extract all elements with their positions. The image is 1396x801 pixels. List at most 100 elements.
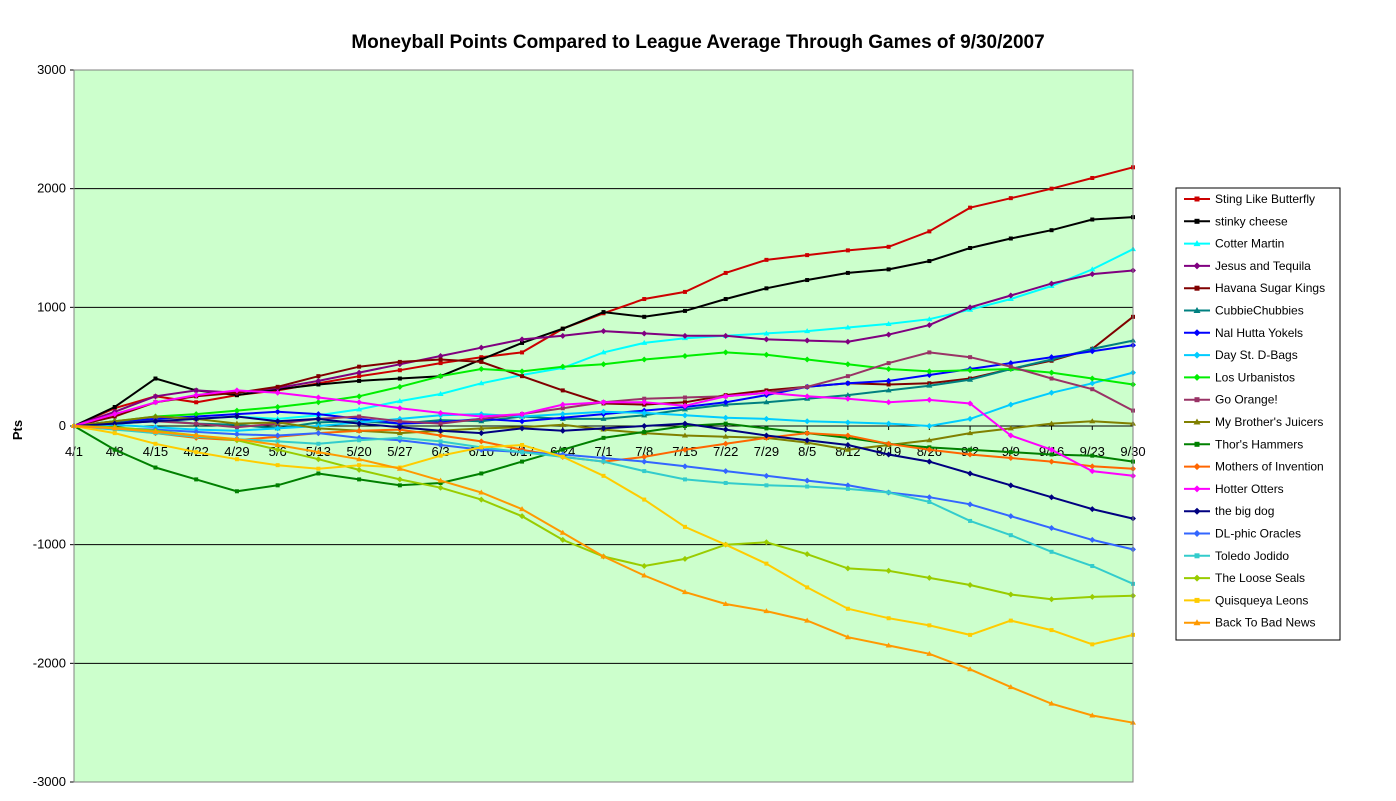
data-point — [478, 413, 485, 420]
series-group — [71, 387, 1136, 479]
data-point — [152, 428, 159, 434]
data-point — [722, 440, 729, 447]
data-point — [234, 425, 239, 430]
data-point — [926, 368, 933, 375]
data-point — [886, 490, 891, 495]
data-point — [1089, 468, 1096, 475]
data-point — [274, 432, 281, 439]
data-point — [193, 411, 200, 418]
data-point — [967, 400, 974, 407]
data-point — [316, 471, 321, 476]
data-point — [642, 497, 647, 502]
data-point — [764, 426, 769, 431]
data-point — [641, 458, 648, 465]
legend-label: DL-phic Oracles — [1215, 527, 1301, 541]
data-point — [560, 406, 565, 411]
data-point — [1194, 553, 1200, 559]
data-point — [437, 432, 444, 439]
data-point — [479, 359, 484, 364]
legend-entry: My Brother's Juicers — [1184, 415, 1323, 429]
data-point — [1193, 262, 1201, 270]
data-point — [193, 387, 200, 394]
data-point — [520, 459, 525, 464]
y-tick-label: 1000 — [37, 299, 66, 314]
data-point — [233, 431, 240, 438]
data-point — [357, 463, 362, 468]
data-point — [437, 427, 444, 434]
data-point — [844, 634, 851, 640]
data-point — [722, 601, 729, 606]
data-point — [316, 382, 321, 387]
x-tick-label: 5/20 — [346, 444, 371, 459]
data-point — [641, 409, 648, 416]
legend-entry: Cotter Martin — [1184, 237, 1284, 251]
data-point — [1048, 354, 1055, 361]
legend-entry: Back To Bad News — [1184, 616, 1316, 630]
legend-entry: Go Orange! — [1184, 393, 1278, 407]
data-point — [357, 364, 362, 369]
data-point — [804, 356, 811, 363]
data-point — [478, 366, 485, 373]
data-point — [764, 257, 769, 262]
legend-entry: The Loose Seals — [1184, 571, 1305, 585]
data-point — [478, 344, 485, 351]
data-point — [559, 411, 566, 418]
x-tick-label: 7/1 — [594, 444, 612, 459]
legend-entry: Toledo Jodido — [1184, 549, 1289, 563]
data-point — [559, 414, 566, 421]
data-point — [763, 539, 770, 546]
x-tick-label: 4/15 — [143, 444, 168, 459]
data-point — [844, 482, 851, 489]
data-point — [1193, 619, 1201, 626]
data-point — [1007, 591, 1014, 598]
data-point — [642, 429, 647, 434]
data-point — [1049, 376, 1054, 381]
data-point — [844, 419, 851, 426]
data-point — [967, 470, 974, 477]
data-point — [681, 446, 688, 453]
data-point — [316, 466, 321, 471]
data-point — [315, 394, 322, 401]
data-point — [274, 441, 281, 447]
data-point — [926, 574, 933, 581]
data-point — [1007, 292, 1014, 299]
legend-label: Mothers of Invention — [1215, 460, 1324, 474]
data-point — [478, 438, 485, 445]
legend-entry: Thor's Hammers — [1184, 437, 1303, 451]
data-point — [600, 408, 607, 415]
data-point — [1193, 351, 1201, 359]
data-point — [1089, 712, 1096, 718]
data-point — [805, 585, 810, 590]
data-point — [275, 439, 280, 444]
data-point — [927, 229, 932, 234]
data-point — [967, 582, 974, 589]
data-point — [397, 376, 402, 381]
data-point — [723, 270, 728, 275]
data-point — [193, 415, 200, 422]
data-point — [642, 314, 647, 319]
data-point — [968, 632, 973, 637]
data-point — [722, 332, 729, 339]
legend-label: Los Urbanistos — [1215, 370, 1295, 384]
legend-entry: DL-phic Oracles — [1184, 527, 1301, 541]
legend-label: Thor's Hammers — [1215, 437, 1303, 451]
data-point — [722, 433, 729, 439]
data-point — [560, 447, 565, 452]
data-point — [1090, 387, 1095, 392]
legend-entry: stinky cheese — [1184, 214, 1288, 228]
data-point — [926, 437, 933, 443]
data-point — [356, 399, 363, 406]
data-point — [804, 551, 811, 558]
data-point — [844, 446, 851, 452]
data-point — [600, 553, 607, 559]
data-point — [885, 320, 892, 326]
legend-label: Quisqueya Leons — [1215, 593, 1308, 607]
data-point — [1193, 307, 1201, 313]
data-point — [519, 368, 526, 375]
data-point — [397, 368, 402, 373]
data-point — [560, 326, 565, 331]
legend-entry: CubbieChubbies — [1184, 304, 1304, 318]
data-point — [437, 441, 444, 448]
data-point — [642, 469, 647, 474]
data-point — [233, 413, 240, 420]
